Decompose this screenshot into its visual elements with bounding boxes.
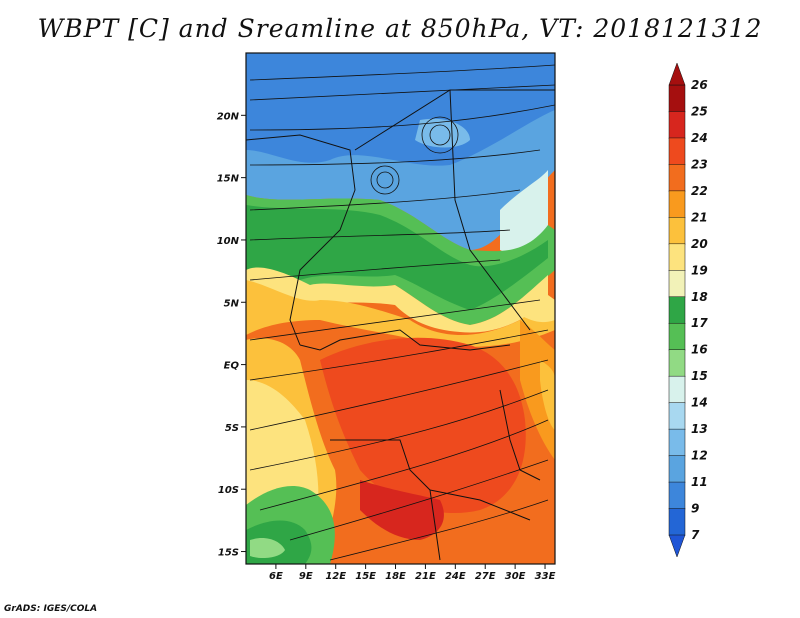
- colorbar-segment: [668, 111, 686, 139]
- colorbar-segment: [668, 243, 686, 272]
- colorbar-segment: [668, 508, 686, 536]
- colorbar-label: 25: [691, 104, 708, 118]
- colorbar-segment: [668, 402, 686, 430]
- lon-tick-label: 9E: [299, 571, 313, 582]
- lat-tick-label: 15N: [217, 174, 240, 185]
- colorbar-label: 13: [691, 422, 708, 436]
- country-boundaries: [246, 89, 555, 561]
- colorbar-label: 23: [691, 157, 708, 171]
- colorbar-label: 21: [691, 210, 708, 224]
- colorbar-label: 15: [691, 369, 708, 383]
- lat-tick-label: 5N: [224, 298, 240, 309]
- colorbar-segment: [668, 270, 686, 298]
- latitude-axis: 20N 15N 10N 5N EQ 5S 10S 15S: [217, 111, 246, 559]
- colorbar-segment: [668, 375, 686, 404]
- colorbar-segment: [668, 349, 686, 377]
- colorbar-segment: [668, 481, 686, 510]
- lon-tick-label: 24E: [445, 571, 466, 582]
- wbpt-field: [246, 53, 555, 564]
- grads-credit: GrADS: IGES/COLA: [4, 604, 98, 614]
- longitude-axis: 6E 9E 12E 15E 18E 21E 24E 27E 30E 33E: [269, 564, 556, 582]
- colorbar-label: 12: [691, 449, 708, 463]
- lat-tick-label: 20N: [217, 111, 240, 122]
- lon-tick-label: 30E: [505, 571, 526, 582]
- colorbar-segment: [668, 455, 686, 483]
- lon-tick-label: 15E: [355, 571, 376, 582]
- colorbar: 26 25 24 23 22 21 20 19 18 17 16 15 14 13 12 11 9 7: [668, 62, 708, 558]
- colorbar-label: 20: [691, 237, 708, 251]
- lon-tick-label: 18E: [385, 571, 406, 582]
- colorbar-min-arrow: [668, 534, 686, 558]
- colorbar-label: 11: [691, 475, 708, 489]
- lat-tick-label: EQ: [224, 361, 240, 372]
- colorbar-segment: [668, 217, 686, 245]
- lat-tick-label: 10S: [218, 485, 239, 496]
- lon-tick-label: 21E: [415, 571, 436, 582]
- colorbar-label: 26: [691, 78, 708, 92]
- chart-title: WBPT [C] and Sreamline at 850hPa, VT: 20…: [37, 14, 763, 43]
- colorbar-segment: [668, 296, 686, 324]
- colorbar-label: 9: [691, 502, 699, 516]
- colorbar-label: 17: [691, 316, 708, 330]
- colorbar-segment: [668, 190, 686, 219]
- colorbar-label: 14: [691, 396, 708, 410]
- lon-tick-label: 6E: [269, 571, 283, 582]
- lon-tick-label: 33E: [535, 571, 556, 582]
- colorbar-segment: [668, 322, 686, 351]
- lat-tick-label: 5S: [225, 423, 239, 434]
- colorbar-segment: [668, 84, 686, 113]
- colorbar-segment: [668, 137, 686, 166]
- map-frame: [245, 52, 556, 565]
- colorbar-label: 18: [691, 290, 708, 304]
- lon-tick-label: 12E: [325, 571, 346, 582]
- colorbar-label: 24: [691, 131, 708, 145]
- colorbar-max-arrow: [668, 62, 686, 86]
- lat-tick-label: 15S: [218, 548, 239, 559]
- lat-tick-label: 10N: [217, 236, 240, 247]
- colorbar-label: 16: [691, 343, 708, 357]
- colorbar-label: 7: [691, 528, 700, 542]
- lon-tick-label: 27E: [475, 571, 496, 582]
- colorbar-label: 22: [691, 184, 708, 198]
- colorbar-segment: [668, 428, 686, 457]
- colorbar-label: 19: [691, 263, 708, 277]
- colorbar-segment: [668, 164, 686, 192]
